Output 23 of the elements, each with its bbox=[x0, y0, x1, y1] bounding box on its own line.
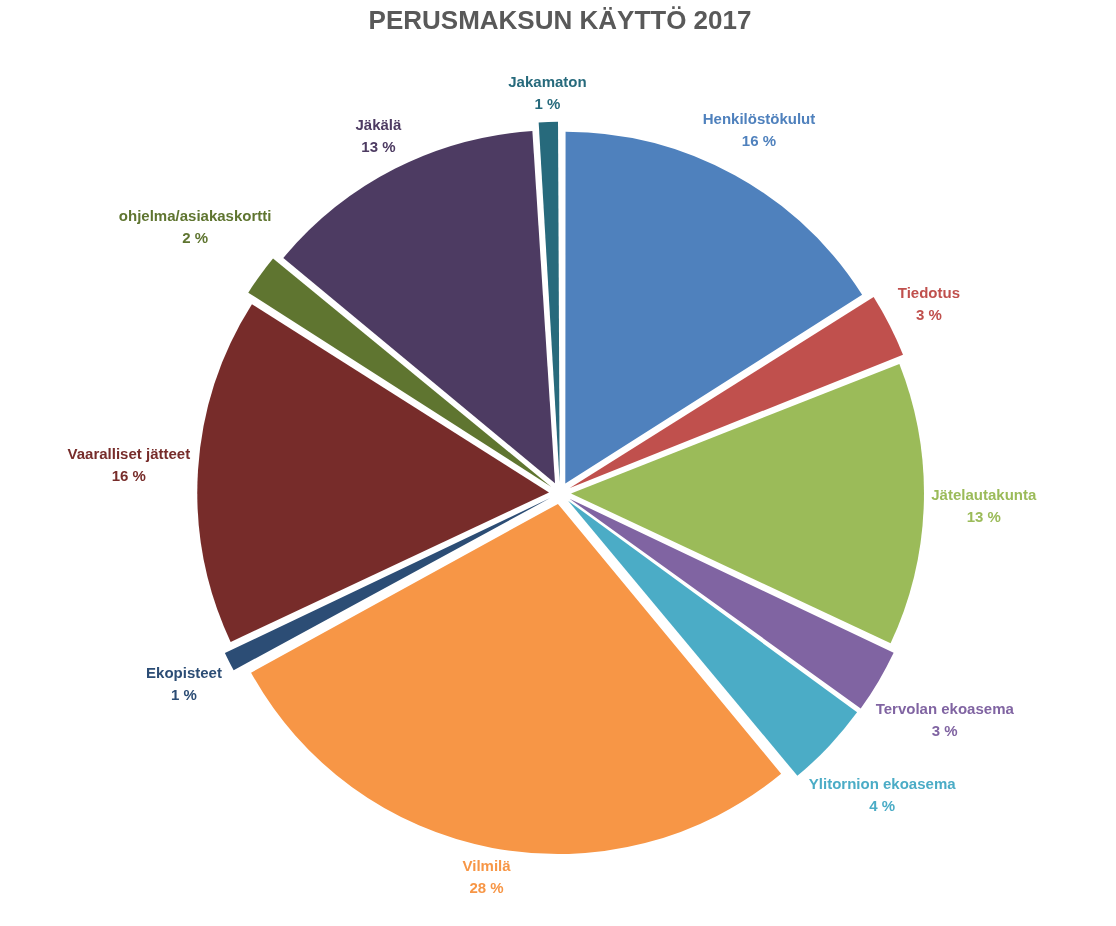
data-label: 13 % bbox=[361, 137, 396, 155]
data-label: 1 % bbox=[171, 685, 197, 703]
slice-label: Vilmilä bbox=[462, 857, 512, 875]
chart-title: PERUSMAKSUN KÄYTTÖ 2017 bbox=[368, 4, 752, 35]
slice-label: Tervolan ekoasema bbox=[875, 699, 1015, 717]
slice-label: Tiedotus bbox=[897, 284, 960, 302]
slice-label: Jakamaton bbox=[508, 73, 587, 91]
data-label: 28 % bbox=[469, 879, 504, 897]
slice-label: Jäkälä bbox=[355, 115, 402, 133]
data-label: 16 % bbox=[741, 132, 777, 150]
data-label: 16 % bbox=[111, 467, 146, 485]
data-label: 1 % bbox=[534, 95, 561, 113]
slice-label: Ekopisteet bbox=[146, 663, 222, 681]
slice-label: Ylitornion ekoasema bbox=[808, 774, 957, 792]
slice-label: Vaaralliset jätteet bbox=[67, 445, 191, 463]
data-label: 2 % bbox=[182, 229, 209, 247]
data-label: 3 % bbox=[931, 721, 958, 739]
data-label: 13 % bbox=[966, 507, 1001, 525]
slice-label: Jätelautakunta bbox=[931, 485, 1037, 503]
data-label: 3 % bbox=[915, 306, 942, 324]
data-label: 4 % bbox=[869, 796, 896, 814]
slice-label: ohjelma/asiakaskortti bbox=[118, 207, 272, 225]
slice-label: Henkilöstökulut bbox=[702, 110, 816, 128]
